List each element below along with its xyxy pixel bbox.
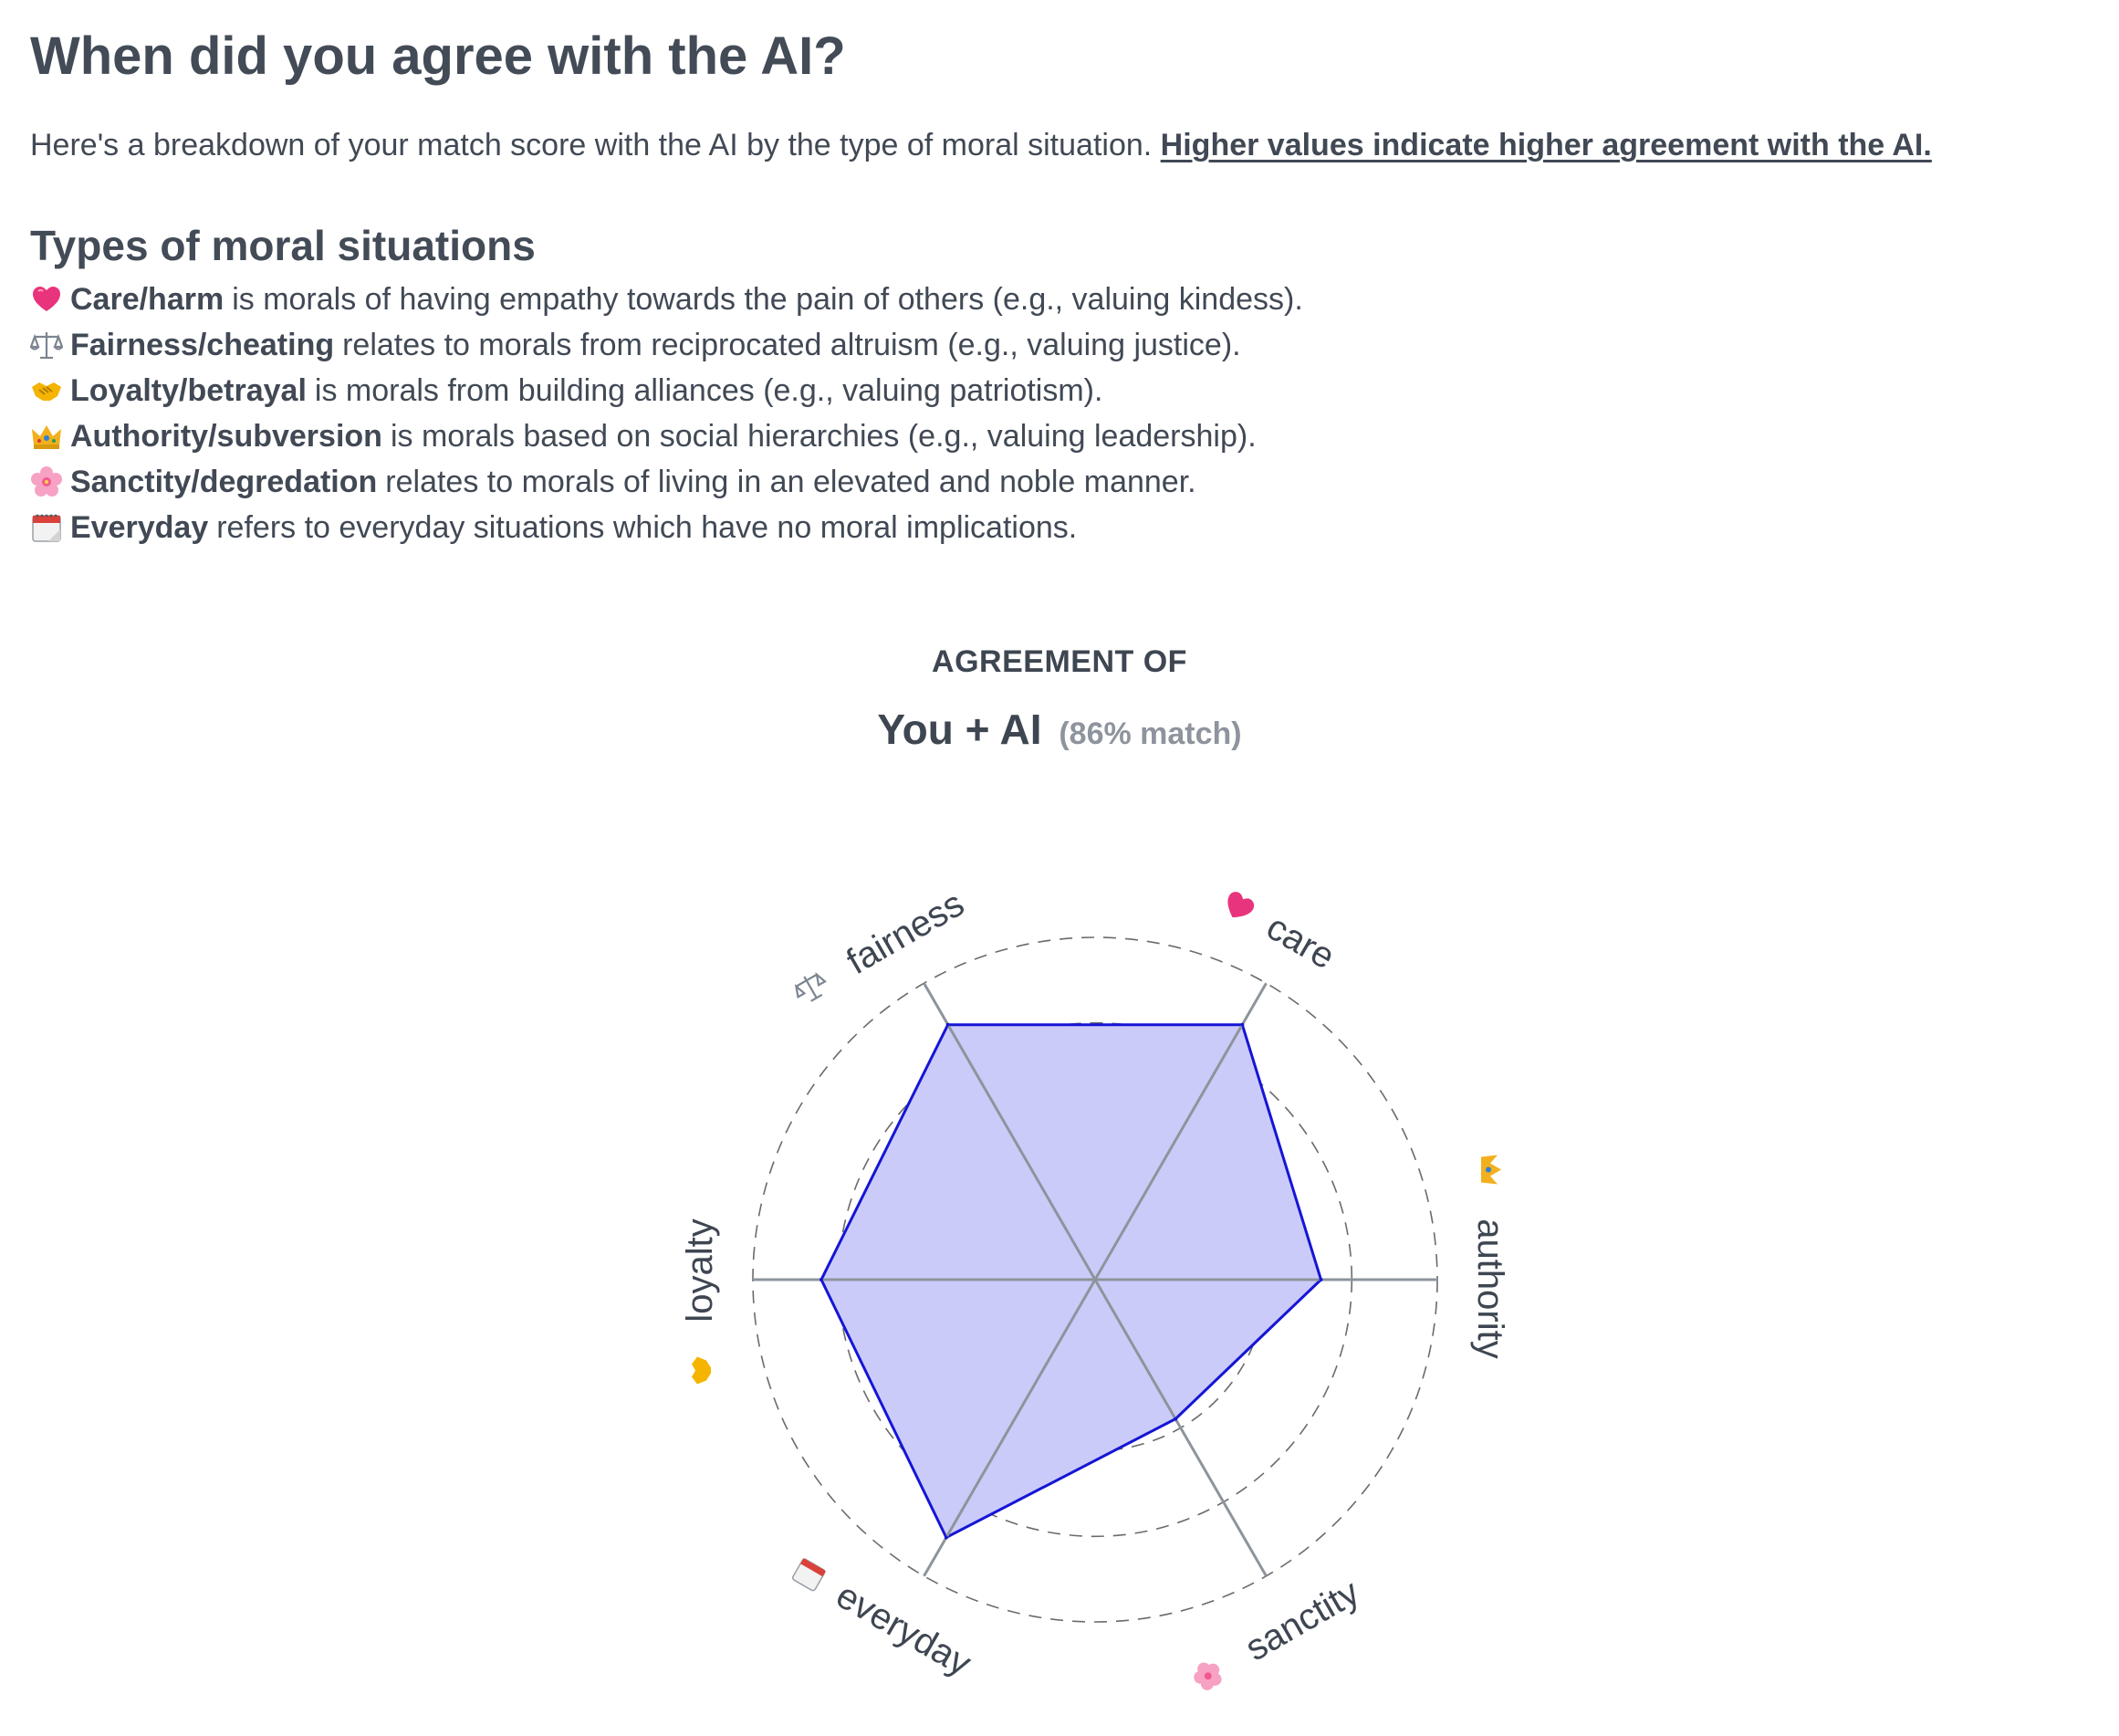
data-point-authority <box>1319 1278 1323 1281</box>
axis-label-authority: authority <box>1470 1218 1510 1358</box>
blossom-icon <box>1194 1662 1222 1690</box>
chart-title-text: You + AI <box>877 706 1042 753</box>
axis-line-everyday <box>923 1279 1097 1577</box>
crown-icon <box>30 420 63 453</box>
scales-icon <box>30 329 63 361</box>
list-item-loyalty: Loyalty/betrayal is morals from building… <box>30 368 1303 413</box>
scales-icon <box>794 971 827 1002</box>
list-item-care: Care/harm is morals of having empathy to… <box>30 277 1303 322</box>
series-polygon <box>819 1023 1323 1540</box>
description-loyalty: is morals from building alliances (e.g.,… <box>314 373 1103 408</box>
axis-label-fairness: fairness <box>840 884 971 982</box>
axis-label-group-authority: authority <box>1470 1155 1510 1359</box>
data-point-fairness <box>945 1022 950 1027</box>
axis-label-group-loyalty: loyalty <box>680 1218 720 1385</box>
axis-line-care <box>1093 982 1268 1281</box>
data-point-everyday <box>944 1535 948 1540</box>
list-item-fairness: Fairness/cheating relates to morals from… <box>30 322 1303 368</box>
chart-title: You + AI (86% match) <box>0 705 2119 754</box>
description-care: is morals of having empathy towards the … <box>232 282 1303 317</box>
page-title: When did you agree with the AI? <box>30 26 846 86</box>
term-sanctity: Sanctity/degredation <box>70 465 378 499</box>
types-heading: Types of moral situations <box>30 222 536 269</box>
moral-types-list: Care/harm is morals of having empathy to… <box>30 277 1303 550</box>
data-point-sanctity <box>1174 1417 1178 1421</box>
calendar-icon <box>791 1558 826 1592</box>
calendar-icon <box>30 511 63 544</box>
axis-label-group-fairness: fairness <box>794 884 971 1002</box>
list-item-authority: Authority/subversion is morals based on … <box>30 413 1303 459</box>
description-authority: is morals based on social hierarchies (e… <box>390 419 1257 454</box>
heart-icon <box>1227 892 1255 918</box>
handshake-icon <box>692 1356 711 1385</box>
term-authority: Authority/subversion <box>70 419 382 454</box>
axis-label-care: care <box>1259 907 1341 978</box>
axis-label-group-care: care <box>1227 892 1341 978</box>
intro-paragraph: Here's a breakdown of your match score w… <box>30 128 1932 163</box>
handshake-icon <box>30 374 63 407</box>
match-score: (86% match) <box>1059 716 1242 751</box>
term-loyalty: Loyalty/betrayal <box>70 373 307 408</box>
axis-label-group-sanctity: sanctity <box>1194 1572 1366 1690</box>
crown-icon <box>1481 1155 1501 1185</box>
axis-line-fairness <box>923 982 1097 1281</box>
axis-label-sanctity: sanctity <box>1238 1572 1365 1668</box>
description-fairness: relates to morals from reciprocated altr… <box>342 328 1241 362</box>
term-everyday: Everyday <box>70 510 209 545</box>
heart-icon <box>30 283 63 316</box>
term-fairness: Fairness/cheating <box>70 328 335 362</box>
intro-emphasis: Higher values indicate higher agreement … <box>1160 128 1932 162</box>
list-item-sanctity: Sanctity/degredation relates to morals o… <box>30 459 1303 505</box>
data-point-loyalty <box>819 1278 823 1281</box>
description-sanctity: relates to morals of living in an elevat… <box>385 465 1196 499</box>
chart-eyebrow: AGREEMENT OF <box>932 644 1187 679</box>
intro-text: Here's a breakdown of your match score w… <box>30 128 1153 162</box>
axis-label-loyalty: loyalty <box>680 1218 720 1322</box>
term-care: Care/harm <box>70 282 224 317</box>
description-everyday: refers to everyday situations which have… <box>216 510 1078 545</box>
axis-line-sanctity <box>1093 1279 1268 1577</box>
data-point-care <box>1240 1022 1245 1027</box>
blossom-icon <box>30 465 63 498</box>
axis-label-group-everyday: everyday <box>791 1558 977 1684</box>
list-item-everyday: Everyday refers to everyday situations w… <box>30 505 1303 550</box>
